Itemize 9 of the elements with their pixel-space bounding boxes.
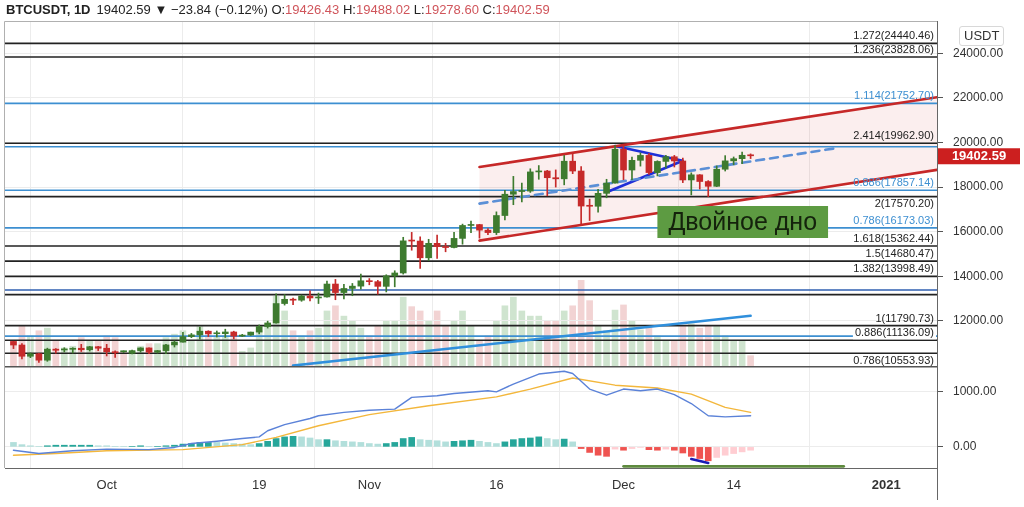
x-tick-label: Nov [357, 477, 382, 493]
x-tick-label: 19 [251, 477, 267, 493]
x-tick-label: 2021 [871, 477, 901, 493]
x-tick-label: Oct [96, 477, 118, 493]
x-tick-label: 16 [489, 477, 504, 493]
x-tick-label: Dec [611, 477, 636, 493]
y-tick-label: 1000.00 [953, 383, 997, 398]
x-tick-label: 14 [726, 477, 741, 493]
y-tick-label: 0.00 [953, 439, 977, 454]
